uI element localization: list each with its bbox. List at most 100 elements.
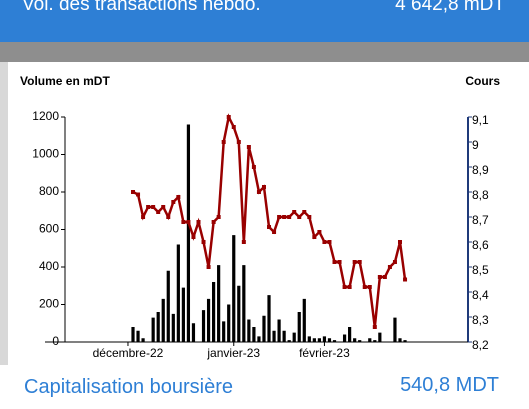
bar bbox=[151, 317, 155, 342]
price-marker bbox=[256, 190, 261, 194]
bar bbox=[317, 338, 321, 342]
bar bbox=[237, 285, 241, 342]
bar bbox=[161, 298, 165, 342]
bar bbox=[368, 338, 372, 342]
price-marker bbox=[322, 240, 327, 244]
price-marker bbox=[397, 240, 402, 244]
y2-tick-label: 8,5 bbox=[472, 263, 489, 277]
price-marker bbox=[302, 210, 307, 214]
bar bbox=[131, 327, 135, 342]
price-marker bbox=[141, 215, 146, 219]
price-marker bbox=[377, 275, 382, 279]
bar bbox=[302, 298, 306, 342]
price-marker bbox=[297, 215, 302, 219]
price-marker bbox=[392, 260, 397, 264]
y-tick-label: 1000 bbox=[32, 147, 59, 161]
y2-tick-label: 8,6 bbox=[472, 238, 489, 252]
price-marker bbox=[166, 215, 171, 219]
bar bbox=[186, 124, 191, 342]
price-marker bbox=[337, 260, 342, 264]
price-marker bbox=[161, 205, 166, 209]
price-marker bbox=[181, 220, 186, 224]
y2-tick-label: 9 bbox=[472, 138, 479, 152]
price-marker bbox=[246, 145, 251, 149]
price-marker bbox=[201, 240, 206, 244]
y2-tick-label: 8,3 bbox=[472, 313, 489, 327]
bar bbox=[212, 282, 216, 342]
bar bbox=[247, 319, 251, 342]
bar bbox=[327, 338, 332, 342]
y-tick-label: 1200 bbox=[32, 109, 59, 123]
y2-tick-label: 8,7 bbox=[472, 213, 489, 227]
price-marker bbox=[226, 115, 231, 119]
bar bbox=[217, 265, 221, 342]
bar bbox=[393, 317, 397, 342]
bar bbox=[272, 330, 276, 342]
price-marker bbox=[272, 230, 277, 234]
price-marker bbox=[236, 140, 241, 144]
price-marker bbox=[216, 215, 221, 219]
price-marker bbox=[332, 260, 337, 264]
price-marker bbox=[327, 240, 332, 244]
price-marker bbox=[156, 210, 161, 214]
bar bbox=[141, 338, 145, 342]
y-tick-label: 400 bbox=[39, 259, 59, 273]
price-marker bbox=[171, 200, 176, 204]
header-label: Vol. des transactions hebdo. bbox=[22, 0, 261, 15]
x-tick-label: décembre-22 bbox=[93, 346, 164, 360]
price-marker bbox=[357, 260, 362, 264]
bar bbox=[322, 336, 327, 342]
price-marker bbox=[267, 225, 272, 229]
price-marker bbox=[206, 265, 211, 269]
bar bbox=[166, 270, 170, 342]
y-axis-label: Volume en mDT bbox=[20, 74, 110, 88]
price-marker bbox=[307, 215, 312, 219]
price-marker bbox=[221, 140, 226, 144]
y2-axis-label: Cours bbox=[465, 74, 500, 88]
bar bbox=[353, 338, 357, 342]
x-tick-label: janvier-23 bbox=[206, 346, 260, 360]
header-bar bbox=[0, 0, 529, 42]
bar bbox=[176, 244, 180, 342]
price-marker bbox=[317, 230, 322, 234]
price-marker bbox=[131, 190, 136, 194]
bar bbox=[171, 313, 175, 342]
price-marker bbox=[261, 185, 266, 189]
price-marker bbox=[347, 285, 352, 289]
bar bbox=[277, 319, 281, 342]
price-marker bbox=[292, 210, 297, 214]
side-strip bbox=[0, 62, 8, 365]
separator bbox=[0, 42, 529, 62]
price-marker bbox=[191, 235, 196, 239]
bar bbox=[232, 235, 236, 342]
x-tick-label: février-23 bbox=[299, 346, 350, 360]
bar bbox=[227, 304, 231, 342]
bar bbox=[222, 321, 226, 342]
bar bbox=[191, 323, 196, 342]
price-marker bbox=[382, 275, 387, 279]
bar bbox=[136, 330, 140, 342]
bar bbox=[257, 336, 261, 342]
bar bbox=[348, 327, 352, 342]
bar bbox=[181, 287, 185, 342]
bar bbox=[206, 298, 211, 342]
price-marker bbox=[342, 285, 347, 289]
bar bbox=[267, 295, 271, 342]
y2-tick-label: 8,2 bbox=[472, 338, 489, 352]
bar bbox=[292, 332, 296, 342]
price-marker bbox=[403, 277, 408, 282]
price-marker bbox=[362, 285, 367, 289]
bar bbox=[262, 315, 266, 342]
bar bbox=[312, 338, 316, 342]
bar bbox=[242, 265, 246, 342]
bar bbox=[252, 327, 256, 342]
price-marker bbox=[367, 285, 372, 289]
price-marker bbox=[277, 215, 282, 219]
bar bbox=[156, 312, 160, 342]
y-tick-label: 800 bbox=[39, 184, 59, 198]
bar bbox=[307, 336, 311, 342]
price-marker bbox=[352, 260, 357, 264]
price-marker bbox=[151, 205, 156, 209]
y-tick-label: 200 bbox=[39, 297, 59, 311]
